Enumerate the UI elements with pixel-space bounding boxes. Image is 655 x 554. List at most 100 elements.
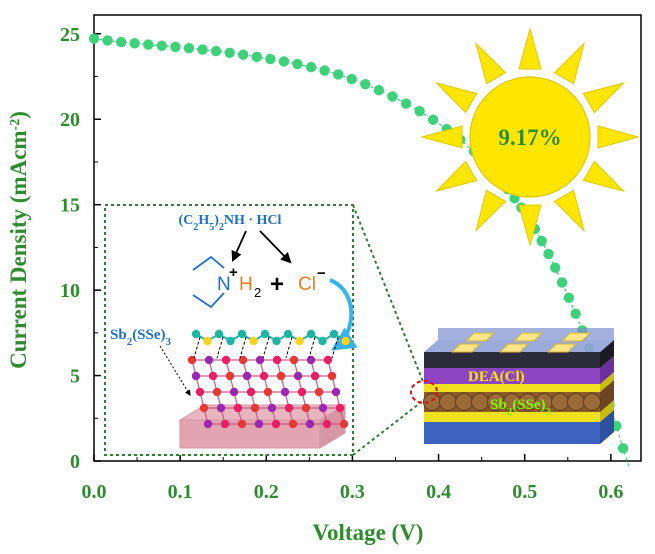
yellow-layer-upper — [424, 384, 600, 392]
lattice-atom — [212, 387, 222, 397]
lattice-atom — [289, 355, 299, 365]
sun-ray — [582, 160, 626, 192]
x-tick-label: 0.3 — [340, 481, 365, 503]
data-point — [292, 58, 303, 70]
y-tick-label: 15 — [60, 195, 80, 217]
data-point — [265, 53, 276, 65]
lattice-atom — [271, 419, 281, 429]
chain-atom — [283, 329, 293, 339]
data-point — [210, 45, 222, 57]
chain-interaction — [331, 336, 339, 359]
cation-ethyl-lower — [192, 292, 225, 309]
data-point — [102, 35, 113, 46]
chain-interaction — [308, 336, 316, 359]
sun-rays — [420, 27, 640, 247]
arrow-to-anion — [259, 230, 292, 264]
sun-ray — [553, 41, 585, 85]
lattice-atom — [237, 419, 247, 429]
cation-nitrogen: N — [217, 274, 231, 295]
data-point — [427, 114, 439, 125]
lattice-atom — [255, 355, 265, 365]
lattice-atom — [323, 355, 333, 365]
yellow-layer-lower — [424, 412, 600, 422]
yellow-layer-lower-side — [600, 400, 614, 422]
data-point — [360, 79, 371, 90]
absorber-grain — [567, 393, 585, 411]
data-point — [346, 73, 357, 85]
chain-atom — [203, 336, 212, 346]
htl-layer-side — [600, 340, 614, 368]
lattice-atom — [284, 403, 294, 413]
lattice-atom — [220, 419, 230, 429]
y-tick-label: 20 — [60, 109, 80, 131]
sun-illustration: 9.17% — [420, 27, 640, 247]
glass-side — [600, 410, 614, 444]
htl-layer — [424, 352, 600, 368]
device-label-absorber: Sb2(SSe)3 — [490, 397, 552, 418]
chain-atom — [306, 329, 316, 339]
lattice-atom — [267, 403, 277, 413]
lattice-atom — [318, 403, 328, 413]
absorber-pointer — [159, 345, 191, 397]
dea-hcl-formula: (C2H5)2NH · HCl — [179, 213, 282, 233]
chain-atom — [214, 329, 224, 339]
chain-atom — [272, 336, 281, 346]
data-point — [237, 49, 249, 60]
surface-passivation-inset: (C2H5)2NH · HCl N + H 2 + Cl − Sb2(SSe)3 — [104, 204, 425, 456]
sun-ray — [434, 82, 478, 114]
sun-ray — [597, 125, 640, 149]
x-axis-title: Voltage (V) — [313, 520, 424, 545]
chain-atom — [341, 336, 350, 346]
absorber-grain — [583, 393, 601, 411]
x-axis-ticks: 0.0 0.1 0.2 0.3 0.4 0.5 0.6 — [82, 454, 623, 503]
x-tick-label: 0.2 — [254, 481, 279, 503]
chain-atom — [249, 336, 258, 346]
lattice-atom — [322, 419, 332, 429]
lattice-atom — [306, 355, 316, 365]
data-point — [387, 91, 398, 102]
data-point — [115, 36, 127, 48]
y-axis-title: Current Density (mAcm-2) — [6, 111, 31, 369]
lattice-atom — [335, 403, 345, 413]
data-point — [170, 41, 181, 53]
absorber-layer-side — [600, 380, 614, 412]
lattice-atom — [225, 371, 235, 381]
lattice-atom — [263, 387, 273, 397]
data-point — [156, 40, 167, 51]
data-point — [333, 69, 344, 80]
chain-atom — [226, 336, 235, 346]
data-point — [251, 51, 263, 63]
data-point — [373, 84, 385, 96]
lattice-atom — [233, 403, 243, 413]
lattice-atom — [272, 355, 282, 365]
lattice-atom — [305, 419, 315, 429]
data-point — [319, 65, 330, 76]
glass-front — [424, 422, 600, 444]
data-point — [183, 42, 195, 54]
chain-atom — [237, 329, 247, 339]
data-point — [570, 308, 581, 319]
lattice-atom — [339, 419, 349, 429]
lattice-atom — [221, 355, 231, 365]
chloride-charge: − — [317, 265, 326, 282]
sun-ray — [582, 82, 626, 114]
lattice-atom — [195, 387, 205, 397]
plot-frame — [93, 14, 642, 462]
chain-atom — [329, 329, 339, 339]
lattice-atom — [254, 419, 264, 429]
zoom-line-bottom — [352, 399, 425, 456]
data-points — [88, 33, 629, 454]
data-point — [129, 38, 140, 49]
lattice-atom — [259, 371, 269, 381]
lattice-atom — [204, 355, 214, 365]
lattice-atom — [199, 403, 209, 413]
lattice-atom — [280, 387, 290, 397]
y-tick-label: 0 — [70, 451, 80, 473]
x-tick-label: 0.6 — [598, 481, 623, 503]
sun-ray — [518, 27, 542, 70]
lattice-atom — [203, 419, 213, 429]
chain-interaction — [239, 336, 247, 359]
device-stack: DEA(Cl) Sb2(SSe)3 — [410, 328, 614, 444]
data-point — [536, 235, 547, 247]
